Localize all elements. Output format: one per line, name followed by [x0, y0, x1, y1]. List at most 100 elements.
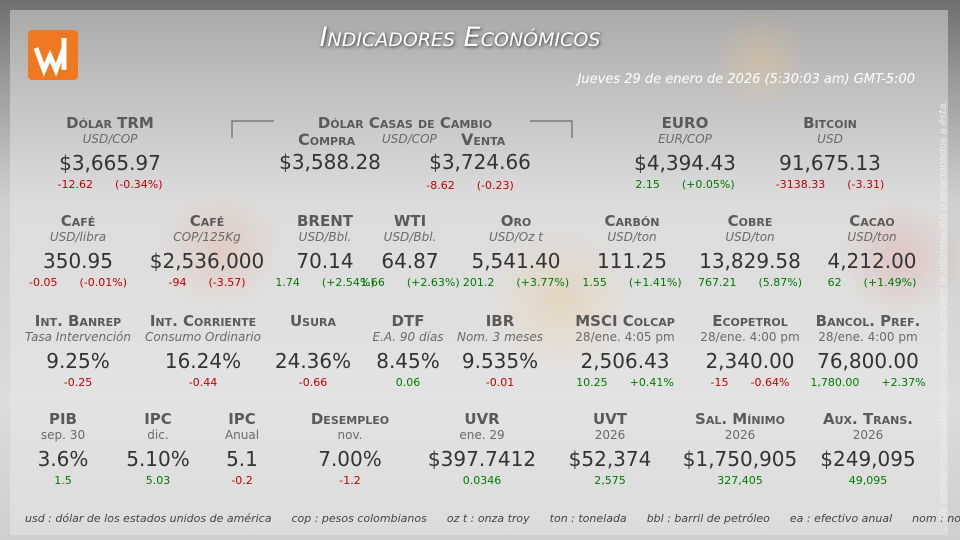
change: -12.62 — [57, 178, 93, 191]
date: Jueves 29 de enero de 2026 (5:30:03 am) … — [577, 72, 915, 87]
unit: nov. — [337, 428, 363, 442]
value: $4,394.43 — [634, 151, 736, 175]
indicator: Cobre USD/ton 13,829.58 767.21 (5.87%) — [698, 212, 802, 289]
change-pct: -0.64% — [750, 376, 790, 389]
change-row: 1.74 (+2.54%) — [275, 276, 374, 289]
unit: 28/ene. 4:05 pm — [575, 330, 675, 344]
indicator: WTI USD/Bbl. 64.87 1.66 (+2.63%) — [360, 212, 459, 289]
change-row: -15 -0.64% — [700, 376, 799, 389]
value: 9.25% — [46, 349, 110, 373]
unit: USD/ton — [847, 230, 897, 244]
bracket — [231, 120, 573, 138]
change-row: -0.25 — [25, 376, 131, 389]
value: 70.14 — [296, 249, 354, 273]
unit: USD/Bbl. — [298, 230, 352, 244]
value: $52,374 — [568, 447, 652, 471]
unit: Consumo Ordinario — [145, 330, 261, 344]
name: Desempleo — [310, 410, 390, 428]
value: 3.6% — [37, 447, 89, 471]
change-pct: +0.41% — [629, 376, 674, 389]
indicator: Carbón USD/ton 111.25 1.55 (+1.41%) — [582, 212, 681, 289]
footnote: nom : nominal — [912, 512, 960, 525]
name: Café — [60, 212, 96, 230]
change-row: 1.55 (+1.41%) — [582, 276, 681, 289]
change: -0.01 — [485, 376, 515, 389]
change-row: 5.03 — [126, 474, 190, 487]
name: EURO — [661, 114, 709, 132]
title: Indicadores Económicos — [319, 22, 601, 53]
footer: usd : dólar de los estados unidos de amé… — [25, 512, 960, 525]
indicator: Int. Banrep Tasa Intervención 9.25% -0.25 — [25, 312, 131, 389]
indicator: IPC Anual 5.1 -0.2 — [225, 410, 259, 487]
unit: Anual — [224, 428, 260, 442]
house: Dólar Casas de Cambio — [318, 114, 492, 132]
name: Usura — [289, 312, 337, 330]
change: -0.66 — [298, 376, 328, 389]
unit: E.A. 90 días — [372, 330, 444, 344]
value: 7.00% — [318, 447, 382, 471]
name: Cobre — [727, 212, 773, 230]
change-row: 201.2 (+3.77%) — [463, 276, 569, 289]
indicator: Cacao USD/ton 4,212.00 62 (+1.49%) — [827, 212, 916, 289]
value: $1,750,905 — [682, 447, 798, 471]
change-pct: (+1.41%) — [628, 276, 682, 289]
value: 4,212.00 — [827, 249, 917, 273]
indicator: UVT 2026 $52,374 2,575 — [569, 410, 652, 487]
change-row: 1.5 — [38, 474, 89, 487]
change-pct: (-0.34%) — [114, 178, 163, 191]
name: Int. Corriente — [149, 312, 257, 330]
value: 76,800.00 — [817, 349, 919, 373]
unit — [275, 330, 351, 346]
value: 5.10% — [126, 447, 190, 471]
change: 327,405 — [717, 474, 763, 487]
change-row: 0.0346 — [428, 474, 536, 487]
change-row: -12.62 (-0.34%) — [58, 178, 163, 191]
change: 0.06 — [395, 376, 421, 389]
change-pct: (+3.77%) — [516, 276, 570, 289]
unit: USD/ton — [607, 230, 657, 244]
indicator: DTF E.A. 90 días 8.45% 0.06 — [372, 312, 443, 389]
name: Int. Banrep — [34, 312, 122, 330]
name: Dólar TRM — [66, 114, 154, 132]
footnote: ea : efectivo anual — [789, 512, 893, 525]
value: 64.87 — [381, 249, 439, 273]
change: -0.2 — [231, 474, 253, 487]
unit: EUR/COP — [658, 132, 712, 146]
change: -94 — [168, 276, 187, 289]
value: 24.36% — [274, 349, 352, 373]
name: DTF — [391, 312, 425, 330]
change: 2,575 — [594, 474, 626, 487]
change-row: 1.66 (+2.63%) — [360, 276, 459, 289]
footnote: bbl : barril de petróleo — [646, 512, 770, 525]
indicator: Sal. Mínimo 2026 $1,750,905 327,405 — [683, 410, 798, 487]
change-row: -94 (-3.57) — [150, 276, 265, 289]
indicator: BRENT USD/Bbl. 70.14 1.74 (+2.54%) — [275, 212, 374, 289]
change: -15 — [710, 376, 729, 389]
unit: Nom. 3 meses — [456, 330, 544, 344]
unit: USD/COP — [382, 132, 437, 146]
change: 1,780.00 — [810, 376, 860, 389]
value: 5,541.40 — [471, 249, 561, 273]
change-pct: (+2.63%) — [406, 276, 460, 289]
indicator: Usura 24.36% -0.66 — [275, 312, 351, 389]
change-row: -0.66 — [275, 376, 351, 389]
value: 2,506.43 — [580, 349, 670, 373]
change: 5.03 — [145, 474, 171, 487]
change-row: -1.2 — [311, 474, 389, 487]
change-pct: (5.87%) — [758, 276, 803, 289]
indicator: Café USD/libra 350.95 -0.05 (-0.01%) — [29, 212, 127, 289]
change: -1.2 — [339, 474, 361, 487]
value: 91,675.13 — [779, 151, 881, 175]
change: 0.0346 — [462, 474, 502, 487]
change: 767.21 — [697, 276, 737, 289]
name: Aux. Trans. — [823, 410, 913, 428]
change: 2.15 — [635, 178, 660, 191]
name: WTI — [393, 212, 427, 230]
change-row: 767.21 (5.87%) — [698, 276, 802, 289]
unit: USD — [817, 132, 843, 146]
change-pct: (+2.54%) — [321, 276, 375, 289]
name: IBR — [485, 312, 515, 330]
change: 1.55 — [582, 276, 607, 289]
value: 2,340.00 — [705, 349, 795, 373]
footnote: ton : tonelada — [549, 512, 627, 525]
